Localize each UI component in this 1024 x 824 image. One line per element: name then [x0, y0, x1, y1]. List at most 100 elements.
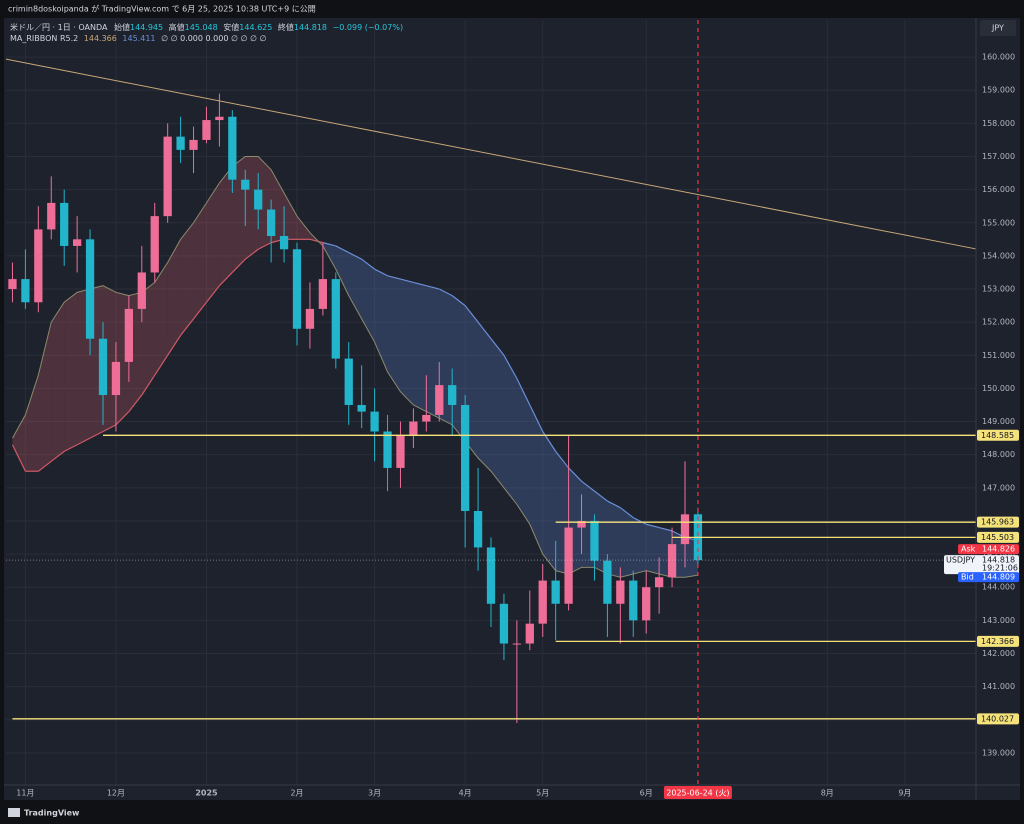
candle-body: [499, 603, 509, 644]
trendline: [5, 58, 977, 250]
ribbon-fill: [167, 239, 181, 356]
symbol-line: 米ドル／円 · 1日 · OANDA 始値144.945 高値145.048 安…: [10, 22, 403, 32]
level-label: 140.027: [981, 714, 1014, 723]
candle-body: [163, 136, 172, 217]
ask-label: Ask: [961, 545, 976, 554]
change: −0.099 (−0.07%): [333, 23, 404, 32]
level-box: [977, 713, 1019, 725]
x-tick-label: 6月: [640, 789, 653, 798]
ribbon-slow-segment: [568, 467, 582, 482]
y-tick-label: 142.000: [982, 649, 1015, 658]
currency[interactable]: JPY: [991, 24, 1004, 33]
candle-body: [318, 279, 328, 309]
level-box: [977, 516, 1019, 528]
ribbon-slow-segment: [89, 430, 104, 439]
candle-body: [654, 577, 664, 588]
label: 終値: [278, 22, 294, 32]
candle-body: [21, 279, 30, 303]
cursor-box: [663, 786, 732, 799]
ribbon-slow-segment: [413, 281, 427, 287]
ribbon-slow-segment: [632, 517, 647, 525]
ribbon-fill: [141, 282, 155, 396]
ribbon-slow-segment: [244, 248, 259, 260]
ribbon-slow-segment: [477, 321, 492, 340]
level-label: 148.585: [981, 431, 1014, 440]
candle-body: [564, 527, 573, 604]
level-box: [977, 635, 1019, 647]
candle-body: [60, 202, 69, 246]
ribbon-fill: [206, 183, 220, 303]
y-tick-label: 139.000: [982, 748, 1015, 757]
ribbon-fill: [387, 275, 401, 392]
ribbon-fill: [607, 501, 621, 578]
candle-body: [241, 179, 250, 190]
candle-body: [279, 236, 289, 250]
currency-box[interactable]: [980, 20, 1016, 36]
y-tick-label: 151.000: [982, 351, 1015, 360]
logo-icon: [8, 808, 20, 817]
plot: [5, 20, 977, 785]
candle-body: [98, 338, 108, 396]
candle-body: [137, 272, 146, 309]
publisher: crimin8doskoipanda が TradingView.com で 6…: [8, 4, 316, 14]
ribbon-fill: [413, 282, 427, 412]
x-tick-label: 9月: [898, 789, 911, 798]
ribbon-slow-segment: [503, 354, 518, 379]
ribbon-slow-segment: [426, 285, 440, 290]
ribbon-slow-segment: [50, 450, 65, 462]
value: 144.625: [239, 23, 272, 32]
ribbon-fill: [64, 292, 78, 452]
bid-label: Bid: [961, 573, 974, 582]
candle-body: [34, 229, 43, 303]
y-tick-label: 154.000: [982, 251, 1015, 260]
ribbon-slow-segment: [218, 272, 233, 287]
candle-body: [292, 249, 302, 329]
ribbon-fill: [620, 507, 634, 578]
ribbon-fill: [374, 269, 388, 372]
x-tick-label: 12月: [107, 789, 125, 798]
ribbon-fill: [529, 404, 543, 555]
ribbon-fill: [542, 431, 556, 571]
ask-value: 144.826: [982, 545, 1015, 554]
y-tick-label: 153.000: [982, 285, 1015, 294]
ribbon-slow-segment: [167, 335, 182, 356]
symbol-label: USDJPY: [946, 556, 975, 565]
last-value: 144.818: [982, 556, 1015, 565]
ribbon-slow-segment: [438, 288, 453, 297]
indicator-line: MA_RIBBON R5.2 144.366 145.411 ∅ ∅ 0.000…: [10, 34, 267, 43]
candle-body: [422, 414, 431, 422]
candle-body: [254, 189, 263, 210]
candle-body: [344, 358, 353, 405]
candle-body: [551, 580, 560, 604]
y-tick-label: 156.000: [982, 185, 1015, 194]
ribbon-fill: [154, 262, 168, 376]
level-label: 142.366: [981, 637, 1014, 646]
candle-body: [616, 580, 625, 604]
ribbon-slow-segment: [607, 500, 621, 509]
y-tick-label: 150.000: [982, 384, 1015, 393]
candle-body: [215, 116, 224, 121]
ribbon-fill: [180, 222, 194, 336]
candle-body: [667, 544, 677, 578]
ribbon-slow-segment: [335, 245, 350, 254]
candle-body: [228, 116, 237, 180]
ribbon-slow-segment: [361, 258, 375, 270]
ribbon-fill: [219, 166, 233, 286]
panel: [4, 18, 1020, 800]
value: 145.048: [185, 23, 218, 32]
candle-body: [525, 623, 534, 644]
ribbon-fill: [193, 202, 207, 319]
candle-body: [331, 279, 340, 359]
logo: TradingView: [24, 809, 80, 818]
candle-body: [538, 580, 547, 624]
ribbon-fill: [25, 375, 39, 472]
bid-box: [958, 572, 1019, 583]
ribbon-slow-segment: [141, 374, 156, 396]
ribbon-fill: [335, 245, 349, 296]
y-tick-label: 143.000: [982, 616, 1015, 625]
candle-body: [383, 431, 392, 468]
indicator: MA_RIBBON R5.2: [10, 34, 78, 43]
ribbon-slow-segment: [193, 301, 207, 320]
x-tick-label: 2025: [195, 789, 218, 798]
candle-body: [629, 580, 638, 621]
